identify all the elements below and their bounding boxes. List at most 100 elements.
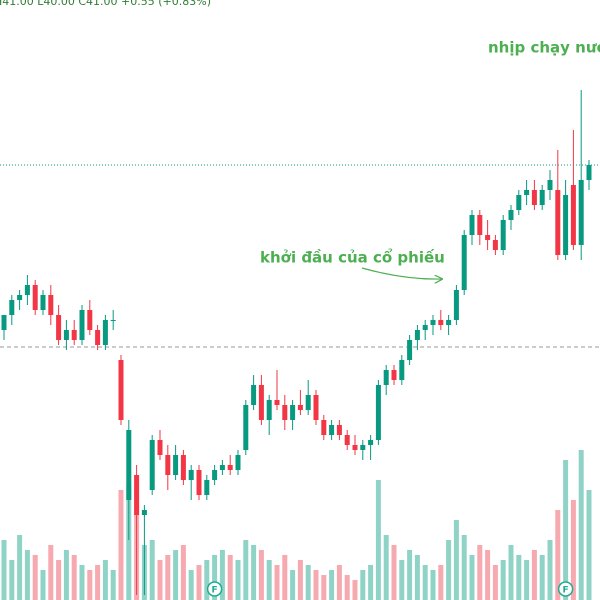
volume-bar <box>414 555 420 600</box>
candle-body <box>453 290 459 320</box>
candle-body <box>204 480 210 495</box>
candle-body <box>87 310 93 330</box>
candle-body <box>258 385 264 420</box>
candle-body <box>134 475 140 515</box>
volume-bar <box>212 555 218 600</box>
candle-body <box>157 440 163 455</box>
candle-body <box>336 425 342 435</box>
volume-bar <box>329 570 335 600</box>
candle-body <box>531 190 537 205</box>
candle-body <box>282 405 288 420</box>
candle-body <box>375 385 381 440</box>
volume-bar <box>563 460 569 600</box>
volume-bar <box>516 555 522 600</box>
candle-body <box>17 295 23 300</box>
candle-body <box>547 180 553 190</box>
volume-bar <box>368 565 374 600</box>
candle-body <box>40 295 46 310</box>
volume-bar <box>17 535 23 600</box>
volume-bar <box>321 575 327 600</box>
candle-body <box>508 210 514 220</box>
legend-text: H41.00 L40.00 C41.00 +0.55 (+0.83%) <box>0 0 211 8</box>
candle-body <box>297 405 303 410</box>
volume-bar <box>24 550 30 600</box>
volume-bar <box>110 570 116 600</box>
volume-bar <box>344 575 350 600</box>
candle-body <box>344 435 350 445</box>
candle-body <box>329 425 335 435</box>
candle-body <box>352 445 358 450</box>
volume-bar <box>235 560 241 600</box>
volume-bar <box>570 500 576 600</box>
volume-bar <box>63 550 69 600</box>
candle-body <box>126 430 132 500</box>
volume-bar <box>282 555 288 600</box>
volume-bar <box>407 550 413 600</box>
volume-bar <box>173 550 179 600</box>
candle-body <box>461 235 467 290</box>
volume-bar <box>375 480 381 600</box>
volume-bar <box>219 550 225 600</box>
candle-body <box>391 370 397 380</box>
volume-bar <box>251 545 257 600</box>
candle-body <box>149 440 155 490</box>
volume-bar <box>274 565 280 600</box>
volume-bar <box>555 510 561 600</box>
volume-bar <box>56 560 62 600</box>
candle-body <box>438 320 444 325</box>
candle-body <box>235 455 241 470</box>
volume-bar <box>422 565 428 600</box>
candle-body <box>165 455 171 475</box>
volume-bar <box>492 565 498 600</box>
volume-bar <box>290 570 296 600</box>
volume-bar <box>336 565 342 600</box>
volume-bar <box>180 545 186 600</box>
volume-bar <box>196 565 202 600</box>
volume-bar <box>524 560 530 600</box>
candle-body <box>95 330 101 345</box>
volume-bar <box>79 565 85 600</box>
volume-bar <box>477 545 483 600</box>
candle-body <box>430 320 436 325</box>
candle-body <box>266 400 272 420</box>
volume-bar <box>399 560 405 600</box>
volume-bar <box>32 555 38 600</box>
candle-body <box>516 195 522 210</box>
candle-body <box>524 190 530 195</box>
candle-body <box>407 340 413 360</box>
candle-body <box>539 190 545 205</box>
volume-bar <box>266 560 272 600</box>
candle-body <box>305 395 311 410</box>
volume-bar <box>87 570 93 600</box>
candle-body <box>485 235 491 240</box>
candle-body <box>173 455 179 475</box>
volume-bar <box>461 535 467 600</box>
candle-body <box>563 195 569 255</box>
volume-bar <box>547 540 553 600</box>
volume-bar <box>40 570 46 600</box>
candle-body <box>63 330 69 340</box>
candle-body <box>414 330 420 340</box>
candle-body <box>24 285 30 295</box>
volume-bar <box>391 545 397 600</box>
annotation-arrow <box>361 267 442 279</box>
volume-bar <box>500 560 506 600</box>
candle-body <box>578 180 584 245</box>
volume-bar <box>157 560 163 600</box>
volume-bar <box>469 555 475 600</box>
volume-bar <box>258 550 264 600</box>
candle-body <box>32 285 38 310</box>
volume-bar <box>508 545 514 600</box>
volume-bar <box>360 570 366 600</box>
candle-body <box>422 325 428 330</box>
volume-bar <box>204 560 210 600</box>
candle-body <box>56 315 62 340</box>
candle-body <box>48 295 54 315</box>
candle-body <box>79 310 85 340</box>
event-label: F <box>212 586 218 596</box>
candle-body <box>399 360 405 380</box>
annotation: nhịp chạy nướ <box>488 39 600 57</box>
candle-body <box>102 320 108 345</box>
